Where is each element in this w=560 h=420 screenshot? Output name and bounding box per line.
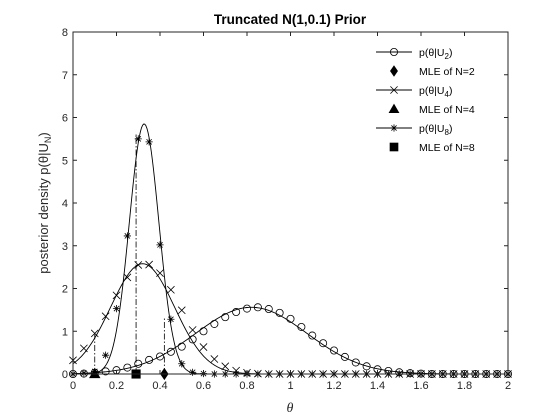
data-point-1 (340, 352, 349, 361)
y-tick-label: 4 (62, 198, 68, 210)
data-point-1 (166, 347, 175, 356)
legend-entry-3: p(θ|U4) (376, 85, 452, 99)
y-axis-ticks: 0 1 2 3 4 5 6 7 8 (62, 27, 508, 381)
legend-label: MLE of N=8 (419, 142, 475, 154)
y-tick-label: 3 (62, 241, 68, 253)
data-point-3 (156, 241, 164, 249)
legend-label: p(θ|U8) (419, 123, 452, 137)
data-point-1 (253, 303, 262, 312)
data-point-2 (177, 306, 186, 315)
y-tick-label: 1 (62, 326, 68, 338)
y-tick-label: 2 (62, 284, 68, 296)
data-point-2 (145, 260, 154, 269)
y-tick-label: 7 (62, 70, 68, 82)
data-point-1 (199, 327, 208, 336)
y-tick-label: 8 (62, 27, 68, 39)
legend-marker (390, 124, 398, 132)
data-point-1 (210, 319, 219, 328)
mle-drop-lines (94, 133, 165, 374)
x-tick-label: 0 (70, 380, 76, 392)
data-point-1 (177, 342, 186, 351)
data-point-2 (156, 269, 164, 277)
x-tick-label: 2 (505, 380, 511, 392)
legend-entry-4: MLE of N=4 (388, 103, 475, 116)
data-point-3 (134, 135, 142, 143)
data-point-2 (134, 261, 143, 269)
x-axis-label: θ (287, 401, 294, 416)
x-tick-label: 1.2 (326, 380, 341, 392)
data-point-1 (297, 322, 306, 331)
x-tick-label: 1.6 (413, 380, 428, 392)
legend-entry-2: MLE of N=2 (390, 65, 475, 78)
x-tick-label: 0.2 (109, 380, 124, 392)
y-tick-label: 0 (62, 369, 68, 381)
legend-label: MLE of N=2 (419, 66, 475, 78)
y-axis-label-main: posterior density p(θ|U (36, 143, 51, 274)
chart-title: Truncated N(1,0.1) Prior (214, 12, 367, 27)
legend-label: p(θ|U2) (419, 47, 452, 61)
legend-label: p(θ|U4) (419, 85, 452, 99)
data-point-2 (123, 273, 132, 282)
legend-marker (388, 103, 400, 113)
data-point-3 (145, 138, 153, 146)
legend-marker (390, 86, 398, 94)
data-point-2 (90, 329, 99, 338)
data-point-1 (308, 331, 317, 340)
legend-entry-1: p(θ|U2) (376, 47, 452, 61)
data-point-1 (264, 305, 273, 314)
y-tick-label: 5 (62, 155, 68, 167)
data-point-1 (155, 352, 164, 361)
mle-marker-2 (89, 368, 101, 379)
y-tick-label: 6 (62, 113, 68, 125)
data-point-1 (242, 304, 251, 313)
x-tick-label: 1.8 (457, 380, 472, 392)
data-point-2 (221, 362, 230, 371)
data-point-2 (188, 326, 197, 334)
data-point-2 (210, 355, 219, 363)
data-point-1 (362, 362, 371, 371)
y-axis-label: posterior density p(θ|UN) (36, 132, 53, 273)
x-tick-label: 1.4 (370, 380, 385, 392)
y-axis-label-close: ) (36, 132, 51, 136)
legend-marker (390, 65, 398, 77)
data-point-1 (286, 314, 295, 323)
data-point-1 (123, 363, 132, 372)
data-point-2 (101, 312, 110, 321)
legend-entry-6: MLE of N=8 (389, 142, 475, 154)
legend-label: MLE of N=4 (419, 104, 475, 116)
data-point-1 (145, 355, 154, 364)
data-point-3 (112, 304, 121, 313)
legend: p(θ|U2) MLE of N=2 p(θ|U4) MLE of N=4 p(θ|U8… (376, 47, 475, 154)
data-point-3 (189, 368, 197, 376)
data-point-3 (178, 360, 186, 368)
data-point-3 (102, 351, 110, 359)
x-tick-label: 0.4 (152, 380, 167, 392)
x-axis-ticks: 0 0.2 0.4 0.6 0.8 1 1.2 1.4 1.6 1.8 2 (70, 32, 511, 392)
data-point-1 (329, 346, 338, 355)
data-point-3 (167, 315, 175, 323)
legend-entry-5: p(θ|U8) (376, 123, 452, 137)
data-point-2 (112, 291, 121, 300)
legend-marker (389, 142, 399, 152)
data-point-1 (221, 313, 230, 322)
data-point-1 (232, 308, 241, 317)
plot-area (73, 32, 508, 374)
legend-marker (389, 48, 398, 57)
data-point-1 (188, 335, 197, 344)
data-point-3 (80, 369, 88, 377)
data-point-3 (123, 232, 131, 240)
data-point-1 (275, 308, 284, 317)
x-tick-label: 0.6 (196, 380, 211, 392)
data-point-2 (79, 344, 88, 353)
data-point-2 (199, 343, 208, 351)
x-tick-label: 0.8 (239, 380, 254, 392)
data-point-1 (134, 359, 143, 368)
y-axis-label-sub: N (43, 137, 53, 144)
data-point-2 (166, 285, 175, 294)
data-point-1 (351, 358, 360, 367)
x-tick-label: 1 (287, 380, 293, 392)
data-point-1 (101, 367, 110, 376)
data-point-1 (319, 339, 328, 348)
